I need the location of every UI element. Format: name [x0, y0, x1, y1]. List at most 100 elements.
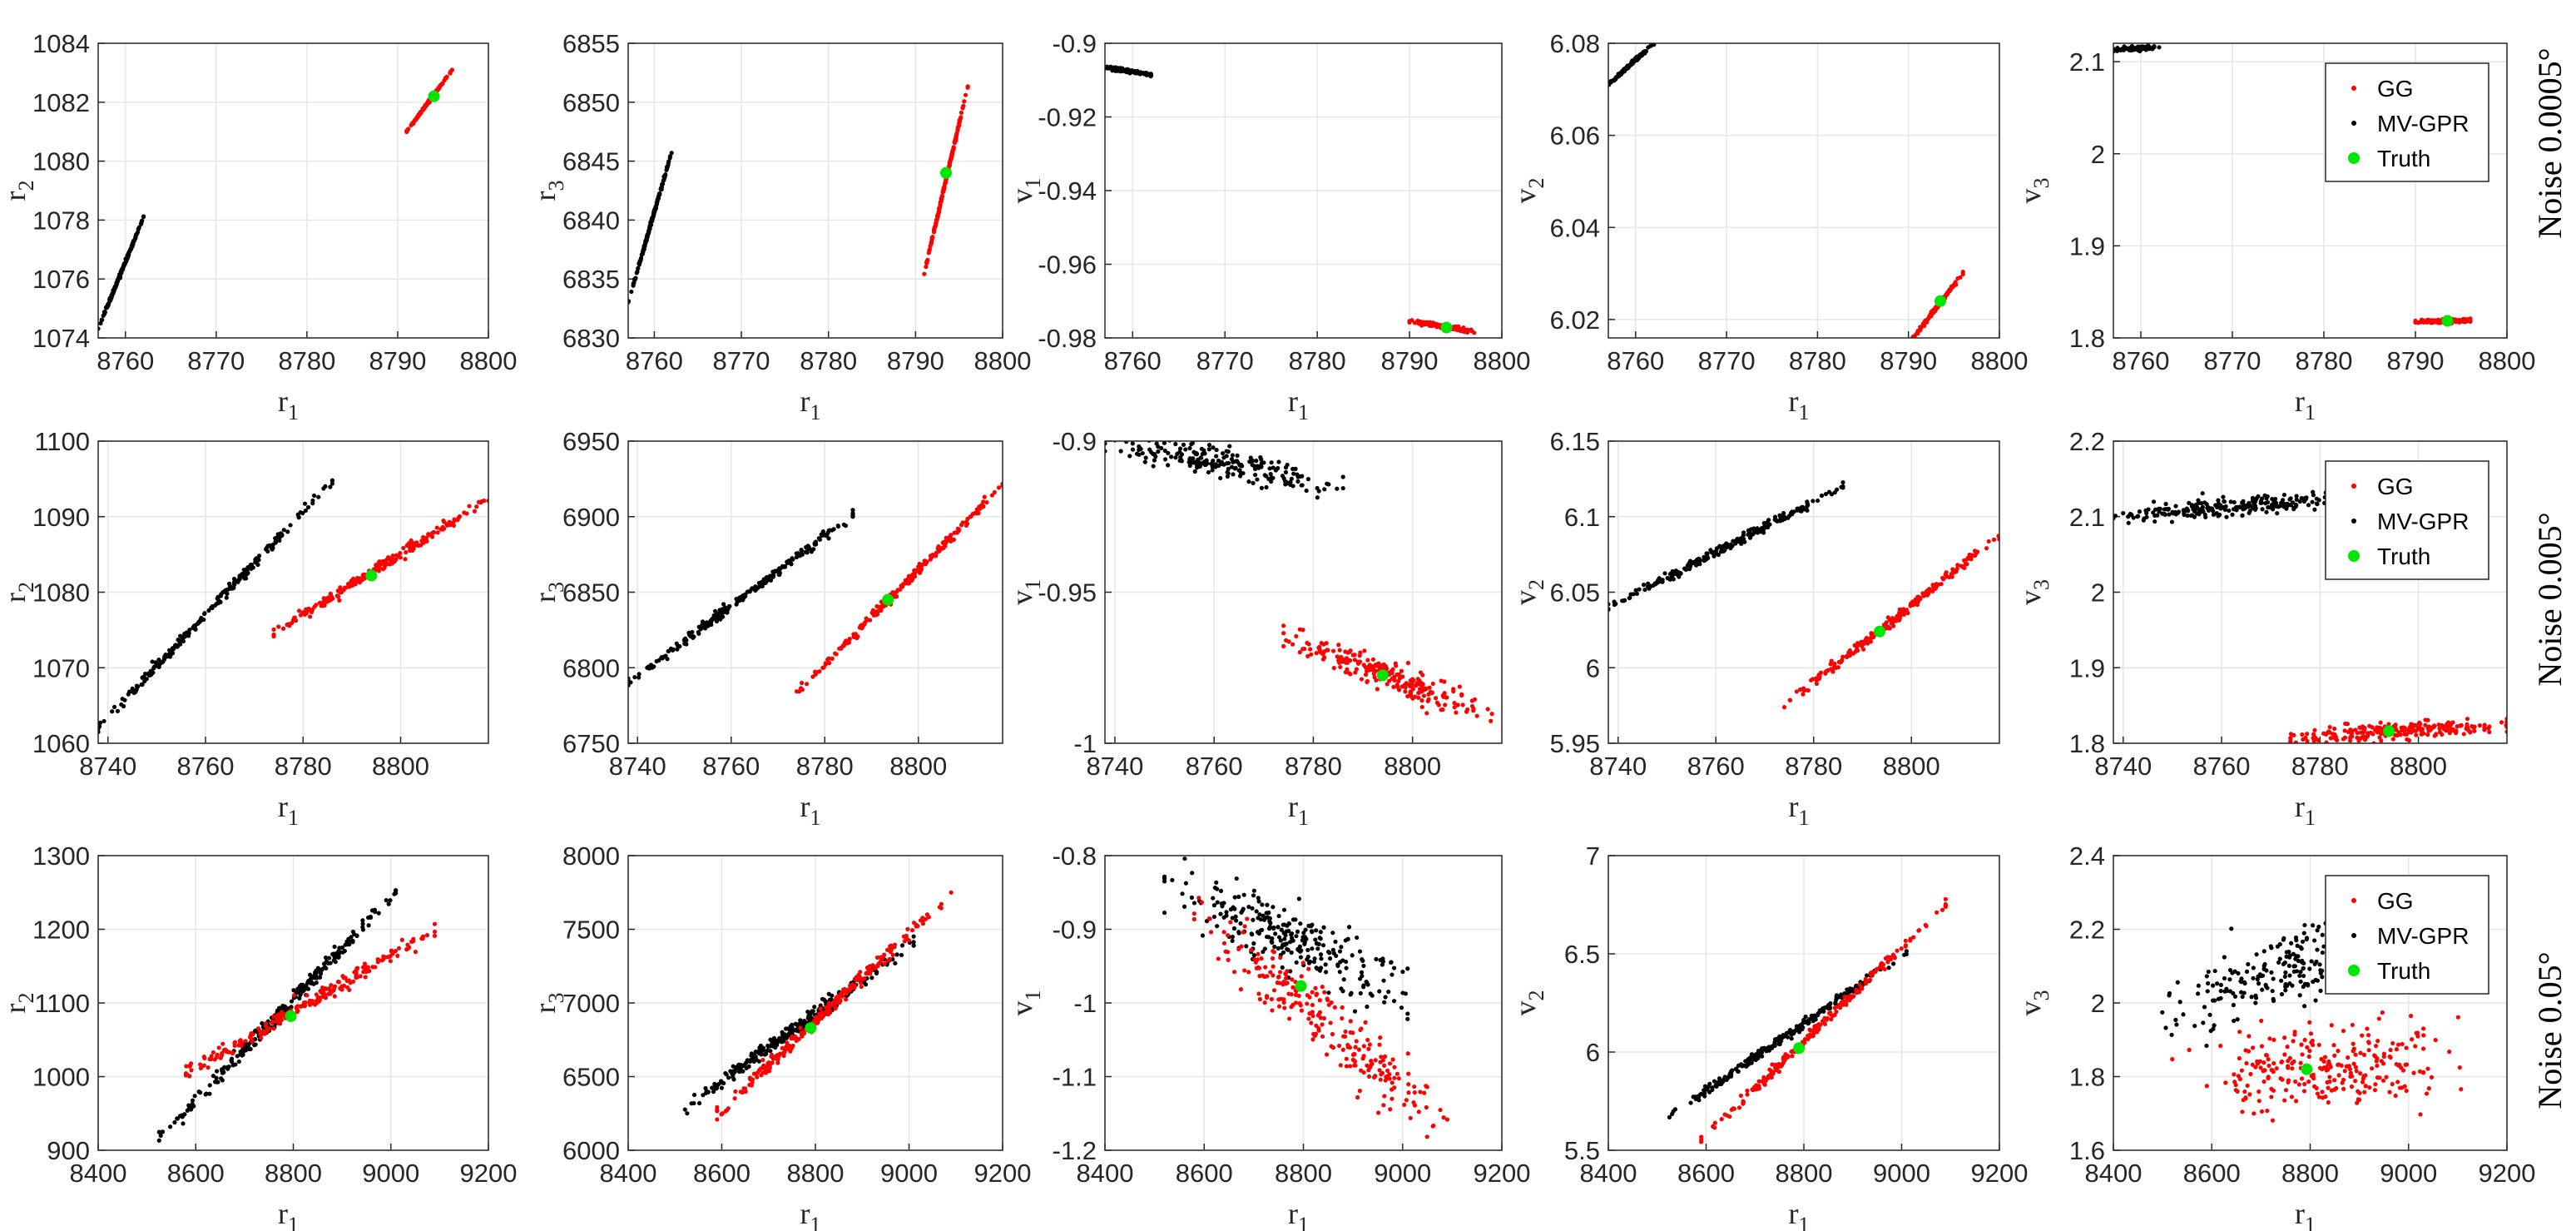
scatter-point-mv-gpr [270, 547, 275, 552]
scatter-point-gg [962, 99, 967, 104]
scatter-point-mv-gpr [249, 566, 254, 571]
scatter-point-mv-gpr [735, 599, 740, 604]
scatter-point-mv-gpr [1714, 546, 1720, 551]
scatter-point-gg [328, 591, 333, 596]
scatter-point-mv-gpr [289, 1005, 294, 1010]
scatter-point-mv-gpr [328, 484, 333, 489]
scatter-point-mv-gpr [1645, 584, 1651, 589]
scatter-point-mv-gpr [721, 1080, 726, 1086]
scatter-point-gg [250, 1039, 255, 1044]
scatter-point-mv-gpr [691, 633, 696, 639]
scatter-point-gg [968, 514, 973, 519]
scatter-point-gg [1346, 671, 1352, 676]
scatter-point-mv-gpr [1112, 435, 1116, 439]
scatter-point-mv-gpr [1137, 452, 1142, 457]
scatter-point-gg [440, 524, 445, 530]
scatter-point-mv-gpr [746, 1064, 751, 1069]
scatter-point-mv-gpr [329, 478, 334, 483]
scatter-point-mv-gpr [723, 608, 728, 613]
scatter-point-mv-gpr [1183, 447, 1188, 452]
scatter-point-gg [2379, 738, 2384, 743]
y-axis-label-main: r [0, 1004, 32, 1014]
scatter-point-gg [302, 1003, 308, 1008]
scatter-point-mv-gpr [2216, 498, 2221, 503]
scatter-point-mv-gpr [1262, 473, 1267, 478]
scatter-point-gg [1352, 658, 1357, 663]
scatter-point-gg [931, 228, 937, 233]
scatter-point-mv-gpr [646, 666, 652, 671]
y-axis-label-main: v [1508, 590, 1542, 605]
scatter-point-mv-gpr [717, 608, 722, 613]
scatter-point-mv-gpr [275, 532, 280, 537]
scatter-point-gg [959, 110, 964, 115]
scatter-point-mv-gpr [1140, 450, 1145, 456]
x-axis-label: r1 [800, 790, 821, 830]
scatter-point-gg [434, 525, 439, 530]
scatter-point-mv-gpr [1191, 456, 1196, 461]
scatter-point-gg [392, 559, 397, 564]
scatter-point-mv-gpr [634, 271, 639, 275]
scatter-point-gg [845, 641, 850, 646]
scatter-point-mv-gpr [1206, 447, 1211, 452]
scatter-point-mv-gpr [2163, 501, 2168, 507]
scatter-point-mv-gpr [1335, 486, 1340, 491]
scatter-point-gg [302, 612, 307, 618]
scatter-point-mv-gpr [811, 547, 816, 552]
scatter-point-gg [953, 139, 958, 144]
scatter-point-gg [1403, 689, 1408, 694]
y-axis-label-subscript: 2 [14, 582, 38, 593]
scatter-point-gg [1929, 313, 1934, 319]
legend-marker-mv-gpr [2351, 121, 2356, 126]
scatter-point-gg [341, 983, 347, 988]
scatter-point-gg [362, 961, 367, 966]
scatter-point-mv-gpr [1641, 583, 1647, 588]
scatter-point-mv-gpr [322, 965, 328, 970]
scatter-point-mv-gpr [207, 1083, 212, 1088]
scatter-point-gg [1365, 679, 1370, 685]
scatter-point-mv-gpr [1305, 477, 1310, 482]
y-tick-label: 2 [2091, 578, 2105, 608]
scatter-point-gg [918, 568, 923, 574]
x-tick-label: 9000 [880, 1159, 938, 1188]
scatter-point-mv-gpr [1290, 466, 1295, 472]
scatter-point-gg [1974, 549, 1979, 555]
x-axis-label: r1 [1288, 385, 1309, 424]
scatter-point-mv-gpr [1151, 464, 1156, 469]
scatter-point-mv-gpr [237, 575, 242, 580]
scatter-point-gg [2449, 722, 2454, 727]
scatter-point-gg [314, 603, 319, 608]
scatter-point-gg [1485, 707, 1490, 712]
scatter-point-mv-gpr [1255, 477, 1260, 482]
scatter-point-mv-gpr [2259, 500, 2264, 505]
scatter-point-mv-gpr [2120, 47, 2125, 52]
scatter-point-gg [259, 1035, 264, 1040]
x-tick-label: 8740 [1086, 752, 1143, 781]
scatter-point-gg [393, 949, 398, 954]
y-tick-label: 6850 [562, 88, 620, 117]
scatter-point-mv-gpr [98, 320, 103, 326]
scatter-point-mv-gpr [1642, 49, 1647, 54]
scatter-point-mv-gpr [252, 1043, 257, 1048]
scatter-point-gg [898, 587, 903, 592]
scatter-point-gg [859, 976, 864, 981]
x-tick-label: 8770 [2204, 346, 2261, 375]
x-tick-label: 8770 [1196, 346, 1254, 375]
scatter-point-mv-gpr [1634, 591, 1640, 596]
scatter-point-gg [1471, 708, 1476, 713]
scatter-point-gg [843, 997, 849, 1002]
scatter-point-mv-gpr [2126, 514, 2131, 519]
scatter-point-gg [1885, 615, 1890, 620]
scatter-point-gg [418, 109, 424, 115]
scatter-point-mv-gpr [745, 1058, 750, 1063]
scatter-point-gg [2300, 732, 2305, 737]
scatter-point-mv-gpr [181, 638, 186, 644]
scatter-point-mv-gpr [386, 901, 391, 906]
y-tick-label: 6.08 [1550, 29, 1600, 58]
scatter-point-gg [202, 1055, 207, 1060]
scatter-point-gg [404, 549, 409, 555]
scatter-point-mv-gpr [2131, 47, 2136, 52]
scatter-point-mv-gpr [190, 1101, 195, 1106]
scatter-point-gg [933, 223, 939, 228]
truth-marker [1934, 295, 1946, 307]
